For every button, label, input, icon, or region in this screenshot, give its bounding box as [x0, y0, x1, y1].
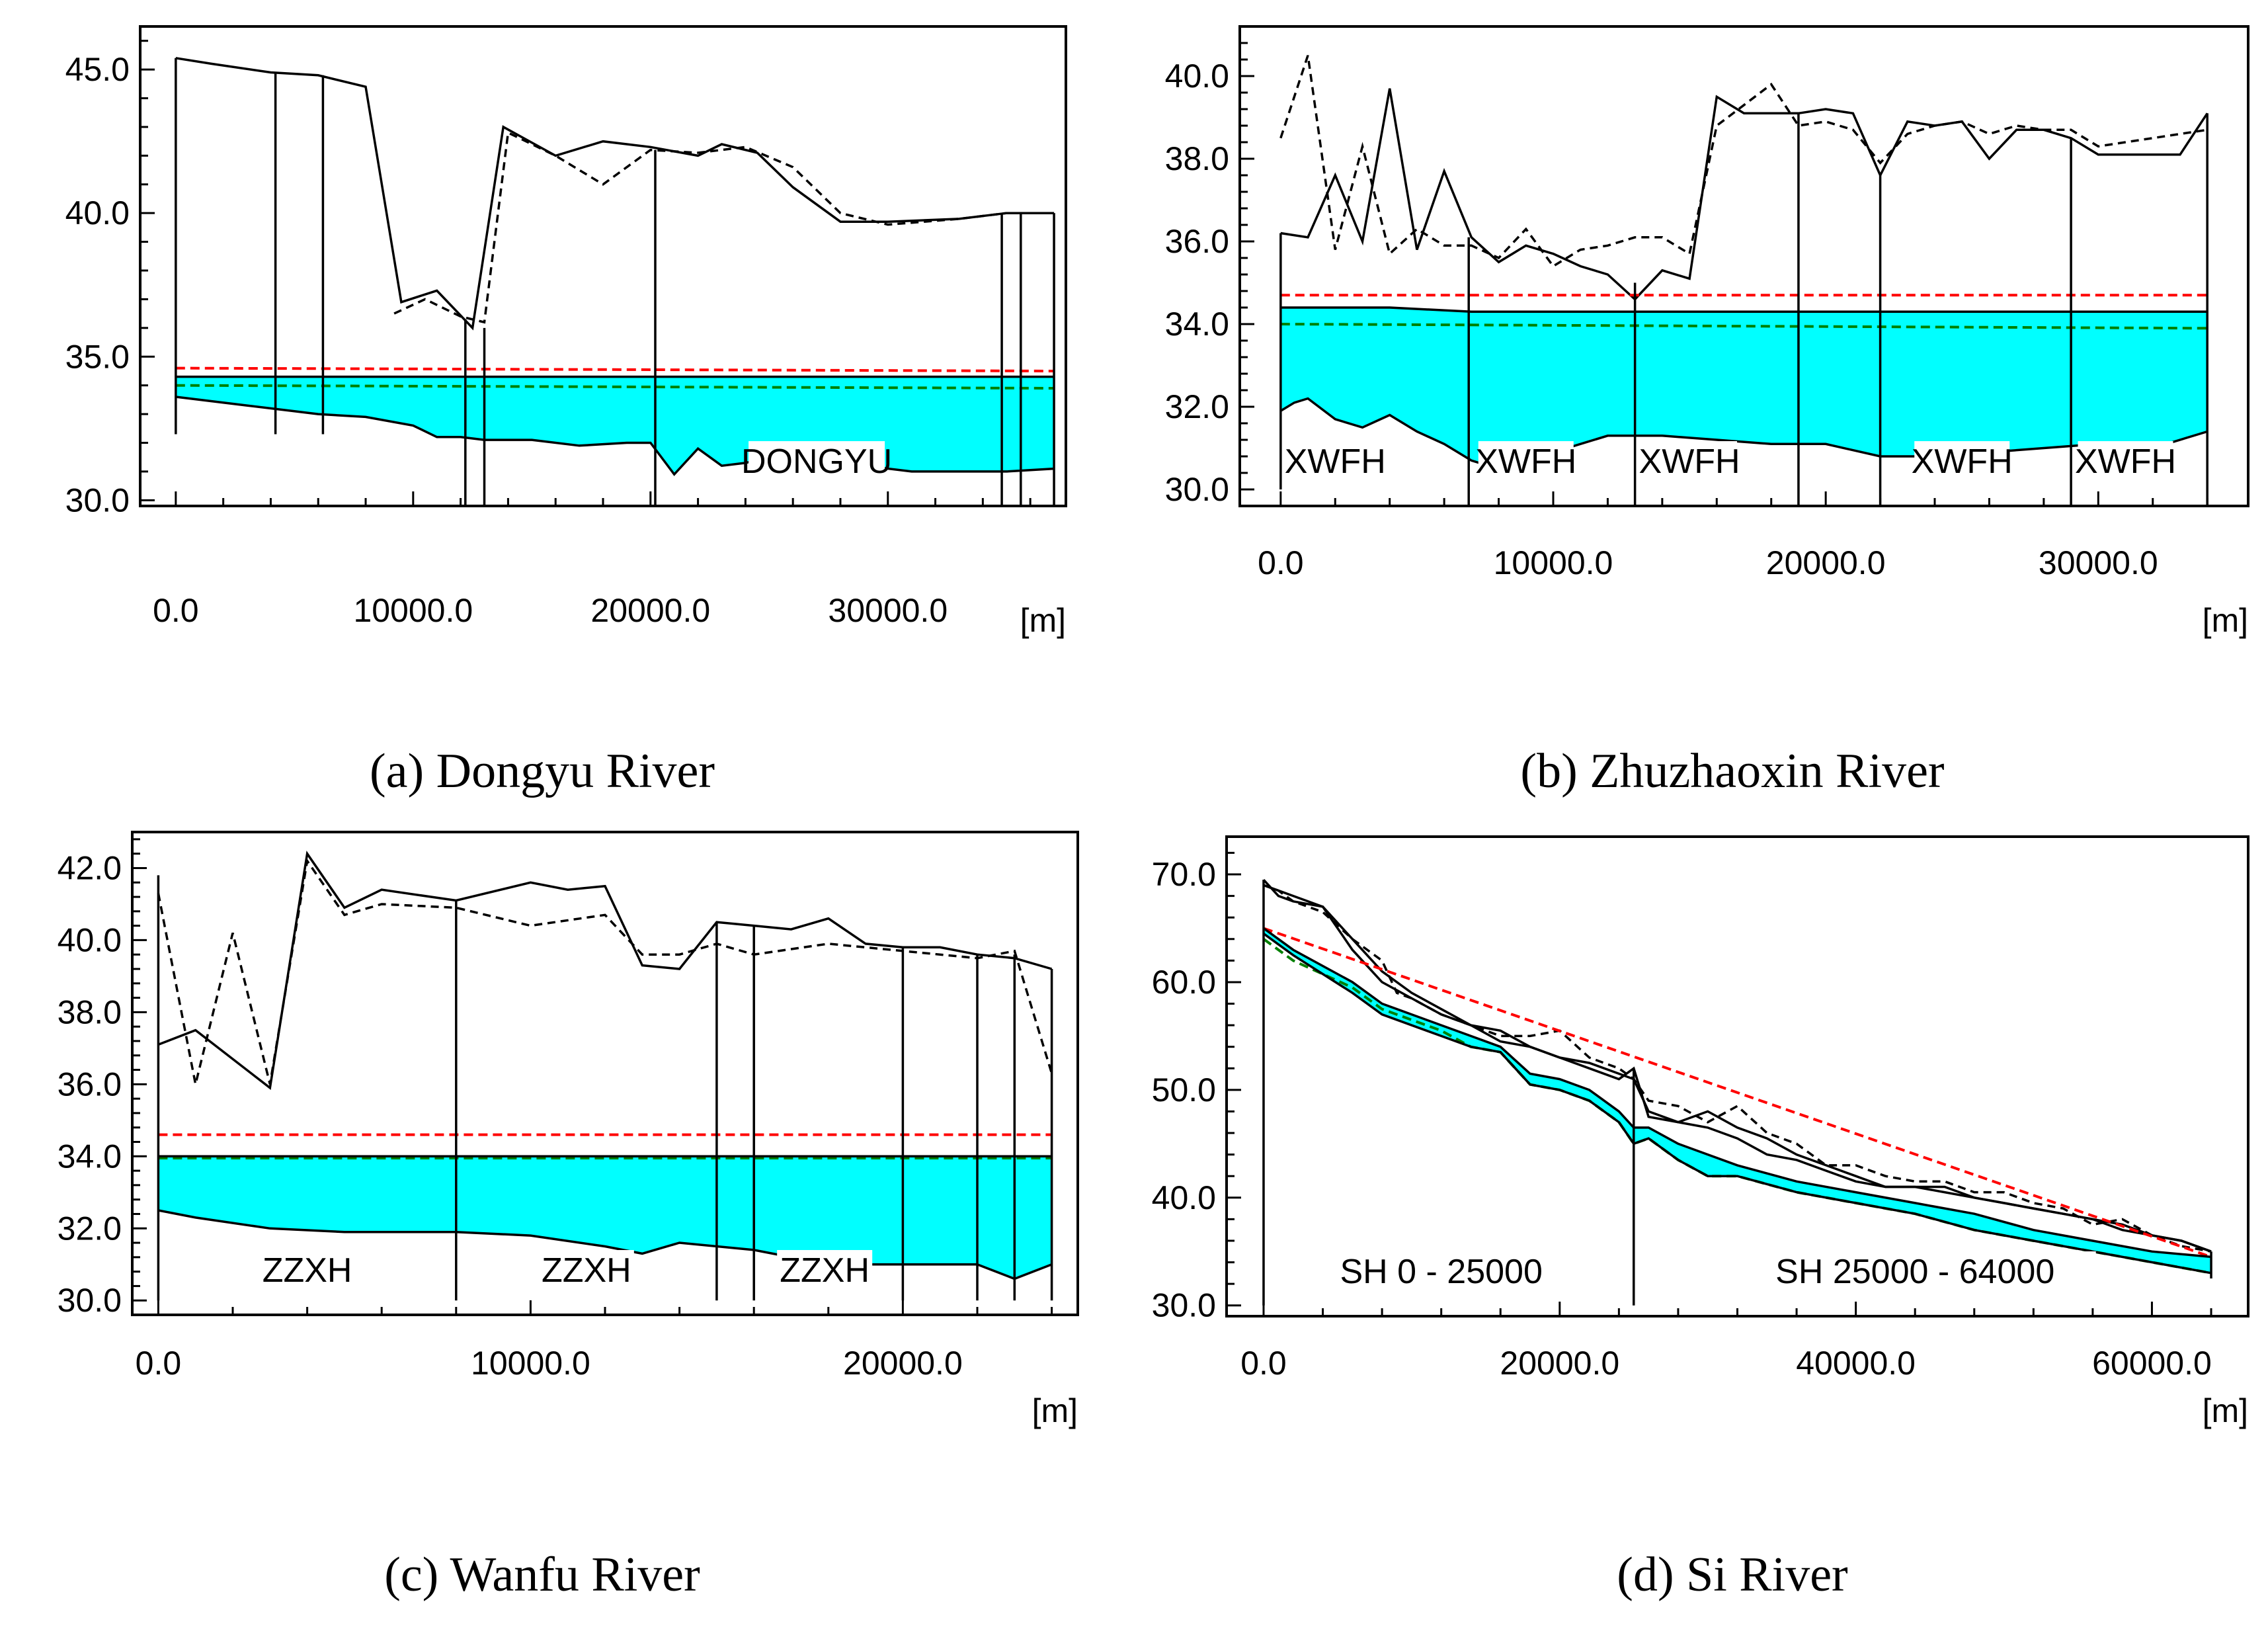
reach-label-box — [2078, 441, 2173, 482]
panel-zhuzhaoxin: XWFH XWFH XWFH XWFH XWFH 30.0 32.0 34.0 36.0 38.0… — [1165, 25, 2249, 639]
series-right-bank — [1263, 884, 2212, 1253]
reach-label: SH 0 - 25000 — [1340, 1253, 1542, 1291]
reach-label: SH 25000 - 64000 — [1775, 1253, 2054, 1291]
y-tick-label: 60.0 — [1152, 964, 1216, 1001]
water-fill — [158, 1156, 1052, 1279]
x-tick-label: 10000.0 — [471, 1345, 590, 1382]
y-tick-label: 40.0 — [58, 921, 122, 958]
y-tick-label: 30.0 — [65, 481, 130, 519]
series-left-bank-alt — [1263, 884, 2212, 1253]
x-tick-label: 20000.0 — [843, 1345, 963, 1382]
series-max-water-level — [175, 366, 1055, 372]
y-tick-label: 38.0 — [1165, 140, 1229, 177]
series-river-bed — [1262, 933, 2212, 1275]
reach-label-box — [1642, 441, 1738, 482]
reach-label-box — [1287, 441, 1383, 482]
x-tick-label: 10000.0 — [1494, 544, 1613, 581]
series-right-bank — [1279, 55, 2208, 268]
y-tick-label: 36.0 — [1165, 223, 1229, 260]
y-tick-label: 34.0 — [1165, 306, 1229, 343]
reach-label-box — [1734, 1251, 2096, 1292]
y-tick-label: 38.0 — [58, 993, 122, 1030]
x-unit-label: [m] — [1020, 602, 1066, 639]
series-left-bank — [175, 57, 1055, 331]
reach-label: ZZXH — [780, 1251, 870, 1290]
reach-label-box — [1478, 441, 1574, 482]
y-tick-label: 45.0 — [65, 51, 130, 88]
reach-label-box — [1301, 1251, 1582, 1292]
reach-label: ZZXH — [263, 1251, 352, 1290]
x-unit-label: [m] — [2203, 602, 2248, 639]
panel-si: SH 0 - 25000 SH 25000 - 64000 30.0 40.0 50.0… — [1152, 835, 2249, 1429]
reach-label: XWFH — [1285, 442, 1386, 481]
panel-wanfu: ZZXH ZZXH ZZXH 30.0 32.0 34.0 36.0 38.0 40.0 42.0… — [58, 831, 1079, 1429]
x-tick-label: 10000.0 — [353, 592, 473, 629]
water-fill — [1264, 928, 2211, 1273]
reach-label: XWFH — [1639, 442, 1740, 481]
reach-label-box — [749, 441, 885, 482]
reach-label-box — [538, 1250, 634, 1291]
x-unit-label: [m] — [2203, 1392, 2248, 1429]
y-tick-label: 40.0 — [65, 194, 130, 231]
series-water-surface — [1280, 306, 2208, 314]
panel-dongyu: DONGYU 30.0 35.0 40.0 45.0 0.0 10000.0 20000.0 3… — [65, 25, 1067, 639]
series-left-bank — [1262, 879, 2212, 1253]
water-fill — [1280, 308, 2208, 469]
reach-label: XWFH — [1475, 442, 1576, 481]
plot-frame — [1238, 25, 2249, 507]
series-left-bank — [157, 851, 1053, 1090]
x-tick-label: 30000.0 — [828, 592, 948, 629]
x-tick-label: 0.0 — [153, 592, 199, 629]
y-tick-label: 34.0 — [58, 1138, 122, 1175]
reach-label: XWFH — [2075, 442, 2176, 481]
y-tick-label: 30.0 — [1165, 471, 1229, 508]
reach-label-box — [777, 1250, 873, 1291]
series-right-bank — [157, 858, 1053, 1085]
water-fill — [175, 376, 1055, 475]
y-tick-label: 70.0 — [1152, 856, 1216, 893]
y-tick-label: 40.0 — [1165, 58, 1229, 95]
caption-wanfu: (c) Wanfu River — [384, 1548, 700, 1602]
y-tick-label: 35.0 — [65, 338, 130, 375]
x-tick-label: 20000.0 — [590, 592, 710, 629]
series-max-water-level — [1263, 927, 2212, 1259]
y-tick-label: 42.0 — [58, 849, 122, 886]
x-unit-label: [m] — [1032, 1392, 1078, 1429]
y-tick-label: 32.0 — [58, 1210, 122, 1247]
y-tick-label: 30.0 — [1152, 1287, 1216, 1324]
reach-label: ZZXH — [542, 1251, 631, 1290]
reach-label: DONGYU — [741, 442, 892, 481]
x-tick-label: 0.0 — [136, 1345, 182, 1382]
y-tick-label: 50.0 — [1152, 1071, 1216, 1108]
x-tick-label: 40000.0 — [1796, 1345, 1916, 1382]
reach-label-box — [1914, 441, 2010, 482]
series-water-surface — [1262, 927, 2212, 1259]
caption-si: (d) Si River — [1617, 1548, 1847, 1602]
reach-label-box — [259, 1250, 355, 1291]
y-tick-label: 36.0 — [58, 1066, 122, 1103]
x-tick-label: 0.0 — [1258, 544, 1304, 581]
x-tick-label: 30000.0 — [2039, 544, 2158, 581]
x-tick-label: 20000.0 — [1766, 544, 1886, 581]
y-tick-label: 40.0 — [1152, 1179, 1216, 1216]
x-tick-label: 60000.0 — [2092, 1345, 2212, 1382]
series-left-bank — [1280, 88, 2208, 301]
x-tick-label: 20000.0 — [1500, 1345, 1619, 1382]
y-tick-label: 32.0 — [1165, 388, 1229, 425]
series-right-bank — [393, 130, 1007, 324]
caption-zhuzhaoxin: (b) Zhuzhaoxin River — [1520, 744, 1944, 798]
caption-dongyu: (a) Dongyu River — [370, 744, 715, 798]
reach-label: XWFH — [1912, 442, 2013, 481]
y-tick-label: 30.0 — [58, 1282, 122, 1319]
series-river-bed — [158, 1209, 1053, 1280]
series-design-water-level — [1280, 323, 2208, 330]
x-tick-label: 0.0 — [1240, 1345, 1287, 1382]
